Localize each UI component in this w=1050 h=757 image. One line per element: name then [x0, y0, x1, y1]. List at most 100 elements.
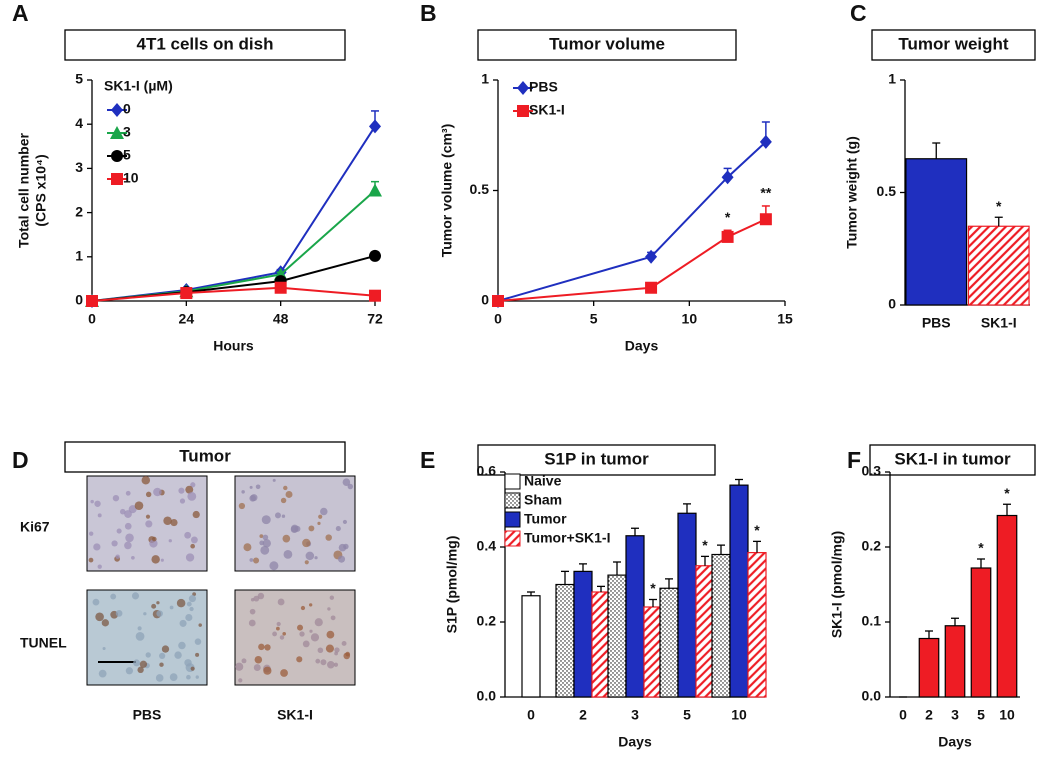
cell	[241, 490, 245, 494]
cell	[169, 673, 178, 681]
column-label: PBS	[133, 707, 162, 723]
panel-letter: F	[847, 447, 861, 473]
cell	[135, 632, 145, 641]
cell	[179, 619, 187, 627]
panel-title: Tumor volume	[549, 34, 665, 53]
bar	[747, 552, 767, 698]
legend-marker	[111, 173, 123, 185]
title-box	[869, 444, 1036, 476]
cell	[186, 601, 192, 607]
cell	[261, 515, 271, 525]
cell	[259, 540, 265, 546]
title-box	[64, 441, 346, 473]
x-tick-label: 48	[273, 311, 289, 327]
cell	[194, 638, 202, 645]
y-tick-label: 0.6	[477, 463, 497, 479]
bar	[996, 514, 1018, 698]
cell	[128, 505, 137, 514]
x-axis-label: Days	[938, 734, 972, 750]
marker	[721, 170, 734, 185]
cell	[163, 516, 172, 525]
x-tick-label: 5	[977, 707, 985, 723]
cell	[249, 558, 254, 562]
cell	[283, 485, 288, 491]
cell	[314, 556, 318, 560]
legend-label: 10	[123, 170, 139, 186]
cell	[257, 592, 265, 600]
cell	[253, 557, 260, 564]
significance: **	[760, 185, 771, 201]
cell	[97, 564, 102, 569]
cell	[149, 539, 158, 548]
cell	[198, 623, 202, 627]
cell	[195, 652, 200, 657]
row-label: Ki67	[20, 519, 50, 535]
legend-label: Sham	[524, 492, 562, 508]
cell	[309, 629, 313, 633]
cell	[296, 656, 303, 663]
cell	[281, 514, 286, 518]
cell	[300, 605, 306, 611]
cell	[101, 619, 109, 627]
cell	[276, 621, 281, 627]
micrograph	[234, 589, 356, 686]
bar	[677, 512, 697, 698]
cell	[249, 485, 253, 489]
cell	[151, 603, 157, 609]
bar	[625, 535, 645, 698]
cell	[159, 652, 166, 660]
cell	[299, 631, 305, 637]
cell	[192, 510, 200, 519]
bar	[967, 225, 1030, 306]
cell	[238, 678, 243, 683]
legend-marker	[517, 81, 529, 95]
cell	[185, 553, 195, 562]
cell	[338, 543, 347, 552]
x-tick-label: 0	[494, 311, 502, 327]
x-tick-label: 0	[527, 707, 535, 723]
bar	[555, 583, 575, 698]
x-tick-label: 10	[682, 311, 698, 327]
cell	[341, 640, 347, 646]
panel-title: 4T1 cells on dish	[137, 34, 274, 53]
bar	[591, 591, 611, 698]
cell	[170, 519, 178, 527]
cell	[169, 605, 174, 610]
legend-label: 3	[123, 124, 131, 140]
cell	[119, 508, 126, 515]
cell	[189, 606, 194, 612]
cell	[272, 478, 276, 482]
cell	[282, 632, 287, 636]
title-box	[64, 29, 346, 61]
cell	[327, 660, 335, 669]
y-tick-label: 2	[75, 203, 83, 219]
panel-letter: D	[12, 447, 29, 473]
y-axis-label: Total cell number	[16, 133, 32, 248]
cell	[325, 534, 332, 541]
cell	[141, 476, 151, 485]
cell	[235, 662, 244, 671]
y-tick-label: 1	[75, 248, 83, 264]
x-tick-label: 3	[631, 707, 639, 723]
legend-title: SK1-I (µM)	[104, 78, 173, 94]
cell	[269, 561, 279, 571]
legend-marker	[110, 126, 124, 139]
cell	[326, 630, 335, 639]
cell	[94, 500, 101, 507]
cell	[188, 595, 196, 603]
y-tick-label: 0.5	[470, 181, 490, 197]
cell	[156, 610, 163, 617]
cell	[254, 655, 263, 664]
cell	[318, 514, 323, 519]
y-tick-label: 0	[888, 296, 896, 312]
bar	[944, 625, 966, 698]
marker	[721, 230, 734, 243]
bar	[659, 587, 679, 698]
marker	[369, 119, 381, 134]
cell	[115, 554, 120, 559]
cell	[305, 551, 315, 561]
cell	[133, 659, 141, 667]
cell	[290, 525, 299, 534]
legend-label: Tumor+SK1-I	[524, 530, 610, 546]
cell	[97, 513, 102, 518]
